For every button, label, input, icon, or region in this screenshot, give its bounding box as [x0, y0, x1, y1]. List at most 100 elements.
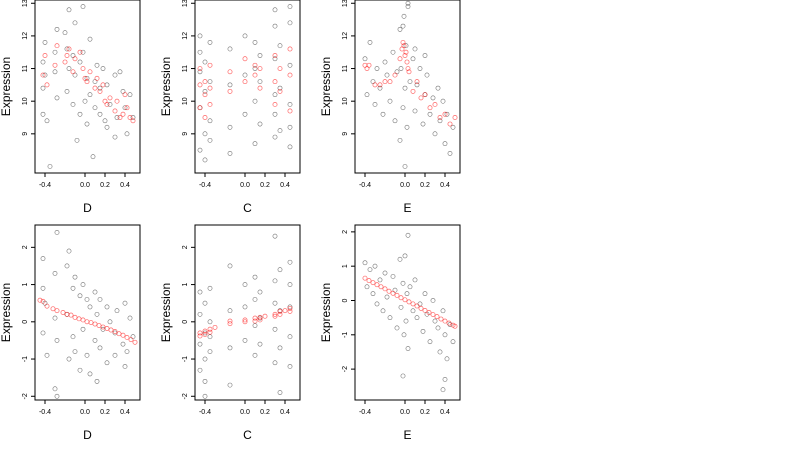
observed-point — [404, 124, 410, 130]
y-tick-label: 13 — [342, 0, 349, 7]
observed-point — [398, 66, 404, 71]
fitted-point — [378, 284, 384, 290]
observed-point — [102, 118, 108, 124]
fitted-point — [40, 72, 46, 78]
observed-point — [287, 4, 293, 9]
observed-point — [207, 349, 213, 354]
observed-point — [87, 36, 93, 42]
fitted-point — [97, 88, 103, 94]
fitted-point — [390, 290, 396, 296]
fitted-point — [430, 312, 436, 318]
observed-point — [277, 390, 283, 395]
observed-point — [124, 131, 130, 137]
observed-point — [444, 111, 450, 117]
panel-6: -0.4 0.0 0.2 0.4 -2 -1 0 1 2 E Expression — [319, 224, 461, 442]
fitted-point — [130, 118, 136, 124]
observed-point — [387, 98, 393, 104]
fitted-point — [64, 53, 70, 58]
fitted-point — [197, 105, 203, 111]
observed-point — [202, 88, 208, 94]
fitted-point — [414, 79, 420, 85]
observed-point — [403, 318, 409, 324]
observed-point — [77, 59, 83, 65]
fitted-point — [66, 46, 72, 52]
observed-point — [435, 85, 441, 91]
observed-point — [52, 315, 58, 321]
observed-point — [377, 277, 383, 283]
observed-point — [272, 300, 278, 306]
observed-point — [227, 151, 233, 156]
observed-point — [40, 256, 46, 261]
fitted-point — [252, 62, 258, 68]
observed-point — [364, 284, 370, 290]
observed-point — [122, 105, 128, 111]
fitted-point — [92, 321, 98, 327]
y-tick-label: 12 — [342, 32, 349, 40]
observed-point — [80, 326, 86, 332]
observed-point — [407, 284, 413, 290]
observed-point — [54, 95, 60, 101]
observed-point — [197, 341, 203, 347]
fitted-point — [64, 311, 70, 317]
fitted-point — [207, 62, 213, 68]
fitted-point — [387, 79, 393, 85]
observed-point — [447, 151, 453, 156]
y-tick-label: 0 — [342, 298, 349, 302]
observed-point — [400, 280, 406, 286]
observed-point — [52, 386, 58, 392]
observed-point — [372, 102, 378, 107]
observed-point — [444, 356, 450, 362]
observed-point — [252, 40, 258, 45]
fitted-point — [197, 330, 203, 336]
observed-point — [437, 349, 443, 355]
observed-point — [272, 233, 278, 239]
fitted-point — [386, 288, 392, 294]
fitted-point — [287, 72, 293, 78]
observed-point — [257, 289, 263, 295]
observed-point — [384, 294, 390, 300]
y-tick-label: 9 — [22, 132, 29, 136]
observed-point — [257, 121, 263, 127]
observed-point — [87, 304, 93, 310]
observed-point — [420, 121, 426, 127]
observed-point — [202, 59, 208, 65]
fitted-point — [400, 39, 406, 45]
observed-point — [40, 111, 46, 117]
observed-point — [374, 301, 380, 307]
x-tick-label: 0.2 — [420, 182, 430, 189]
fitted-point — [100, 82, 106, 88]
observed-point — [362, 260, 368, 266]
fitted-point — [127, 115, 133, 120]
observed-point — [412, 108, 418, 114]
fitted-point — [124, 105, 130, 111]
observed-point — [80, 282, 86, 287]
x-tick-label: 0.0 — [80, 409, 90, 416]
y-tick-label: 0 — [182, 320, 189, 324]
observed-point — [202, 393, 208, 399]
observed-point — [242, 72, 248, 78]
fitted-point — [427, 105, 433, 111]
observed-point — [94, 378, 100, 384]
fitted-point — [252, 315, 258, 321]
observed-point — [440, 308, 446, 314]
observed-point — [252, 66, 258, 71]
fitted-point — [227, 318, 233, 324]
observed-point — [414, 82, 420, 88]
fitted-point — [442, 111, 448, 117]
observed-point — [272, 56, 278, 62]
fitted-point — [366, 62, 372, 68]
observed-point — [372, 263, 378, 269]
observed-point — [367, 267, 373, 273]
fitted-point — [202, 328, 208, 334]
y-axis-title: Expression — [159, 283, 173, 342]
y-tick-label: 1 — [22, 283, 29, 287]
fitted-point — [422, 92, 428, 98]
fitted-point — [77, 49, 83, 55]
observed-point — [450, 124, 456, 130]
observed-point — [242, 282, 248, 287]
observed-point — [252, 352, 258, 358]
fitted-point — [442, 318, 448, 324]
fitted-point — [104, 326, 110, 331]
y-tick-label: -2 — [22, 393, 29, 399]
observed-point — [272, 326, 278, 332]
